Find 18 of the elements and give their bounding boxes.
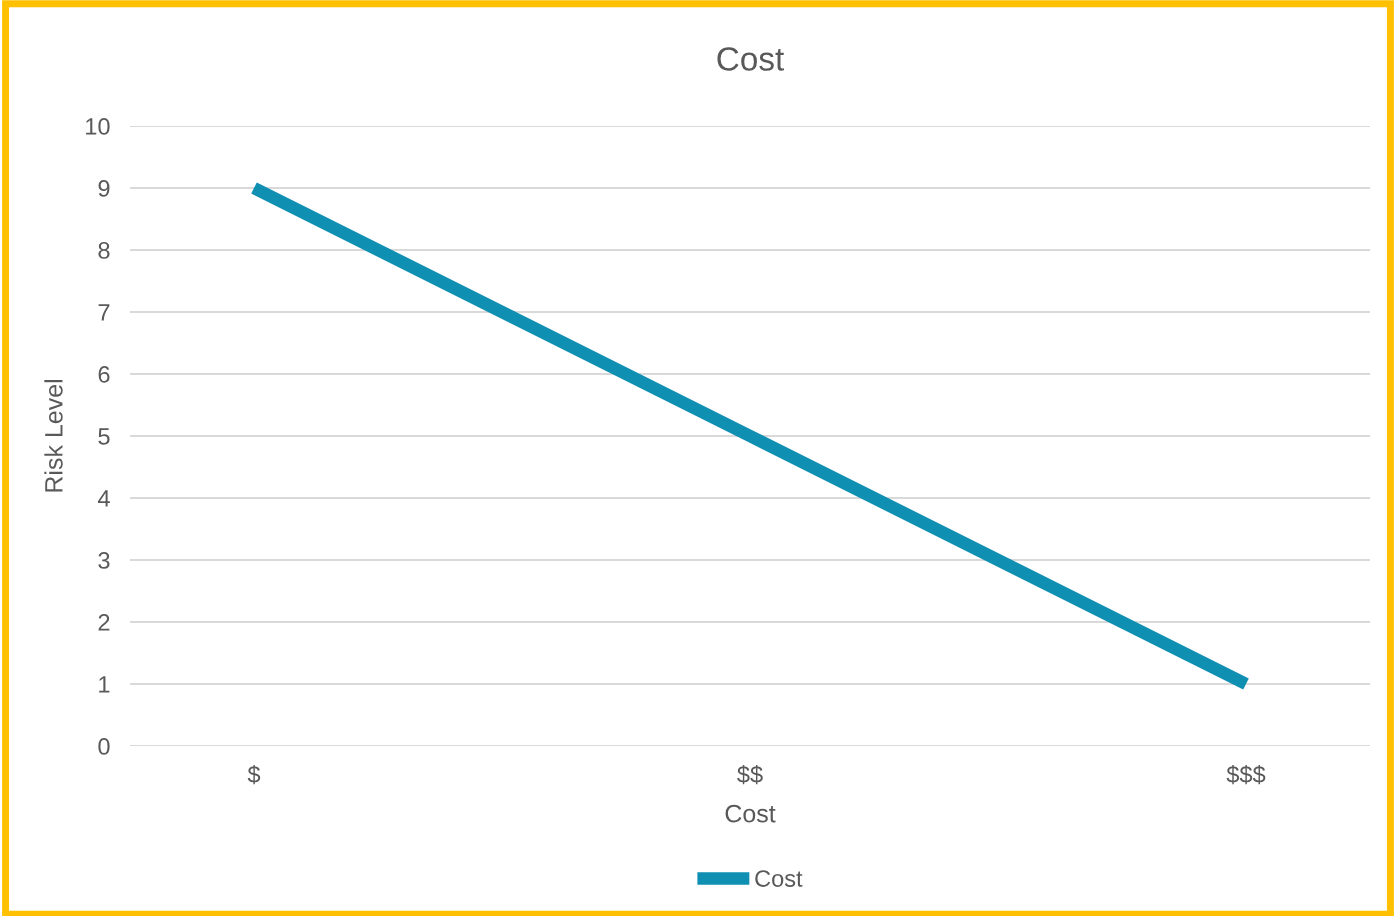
y-tick-label: 7 <box>98 304 110 321</box>
y-tick-label: 3 <box>98 552 110 569</box>
x-tick-label: $$$ <box>1226 765 1266 785</box>
chart-title: Cost <box>717 47 785 71</box>
y-tick-label: 10 <box>86 118 110 135</box>
x-axis-title: Cost <box>725 804 776 823</box>
y-tick-label: 6 <box>98 366 110 383</box>
y-tick-label: 8 <box>98 242 110 259</box>
y-tick-label: 9 <box>98 180 110 197</box>
y-tick-label: 1 <box>99 676 110 693</box>
y-tick-label: 4 <box>97 490 110 507</box>
x-tick-label: $$ <box>737 765 763 785</box>
x-tick-label: $ <box>247 765 261 785</box>
y-tick-label: 5 <box>98 428 110 445</box>
y-tick-label: 2 <box>98 614 110 631</box>
legend-label: Cost <box>755 870 803 887</box>
y-tick-label: 0 <box>98 738 110 755</box>
y-axis-title: Risk Level <box>44 380 63 492</box>
